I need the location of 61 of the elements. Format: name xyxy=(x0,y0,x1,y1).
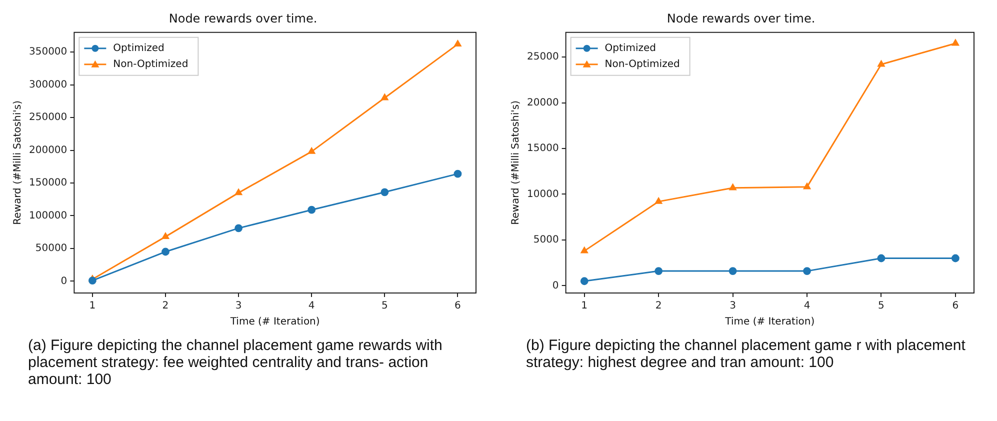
point xyxy=(729,184,736,190)
point xyxy=(580,277,588,286)
y-tick-label: 200000 xyxy=(28,144,68,156)
point xyxy=(951,254,960,262)
chart-title: Node rewards over time. xyxy=(666,11,816,26)
y-tick-label: 15000 xyxy=(527,143,559,154)
y-axis-title: Reward (#Milli Satoshi's) xyxy=(12,100,24,225)
y-tick-label: 10000 xyxy=(527,188,559,200)
legend-label: Optimized xyxy=(113,42,164,54)
x-tick-label: 5 xyxy=(878,300,884,312)
x-tick-label: 3 xyxy=(235,300,242,312)
point xyxy=(655,198,662,204)
chart-title: Node rewards over time. xyxy=(168,11,318,26)
x-tick-label: 4 xyxy=(308,300,315,312)
point xyxy=(952,39,959,46)
x-tick-label: 5 xyxy=(381,300,388,312)
x-tick-label: 6 xyxy=(454,300,461,312)
x-tick-label: 1 xyxy=(89,300,96,312)
x-tick-label: 1 xyxy=(581,300,588,312)
point xyxy=(454,170,462,178)
y-tick-label: 0 xyxy=(552,280,559,292)
point xyxy=(580,246,588,254)
y-tick-label: 300000 xyxy=(28,79,68,90)
y-axis-title: Reward (#Milli Satoshi's) xyxy=(510,100,522,225)
point xyxy=(162,232,170,240)
y-tick-label: 0 xyxy=(60,276,68,287)
point xyxy=(162,248,170,256)
y-tick-label: 150000 xyxy=(28,178,68,189)
y-tick-label: 50000 xyxy=(35,243,68,254)
point xyxy=(728,267,737,276)
x-axis-title: Time (# Iteration) xyxy=(724,316,815,328)
point xyxy=(877,254,886,262)
y-tick-label: 100000 xyxy=(28,210,68,222)
point xyxy=(878,60,885,67)
point xyxy=(803,182,811,190)
point xyxy=(308,148,316,154)
x-tick-label: 4 xyxy=(804,300,810,312)
point xyxy=(381,94,388,100)
y-tick-label: 5000 xyxy=(533,234,559,246)
legend-label: Non-Optimized xyxy=(604,58,680,70)
point xyxy=(803,267,811,276)
y-tick-label: 20000 xyxy=(527,97,559,108)
y-tick-label: 350000 xyxy=(28,46,68,58)
x-axis-title: Time (# Iteration) xyxy=(229,316,320,328)
x-tick-label: 3 xyxy=(730,300,736,312)
y-tick-label: 250000 xyxy=(28,112,68,124)
text: (b) Figure depicting the channel placement game r with placement strategy: highest degree and tran amount: 100 xyxy=(526,337,966,371)
y-tick-label: 25000 xyxy=(527,52,559,63)
x-tick-label: 2 xyxy=(162,300,169,312)
point xyxy=(234,224,243,232)
point xyxy=(88,276,96,285)
point xyxy=(654,267,663,276)
x-tick-label: 2 xyxy=(655,300,662,312)
point xyxy=(235,188,242,196)
point xyxy=(380,188,389,196)
legend-label: Optimized xyxy=(604,42,656,54)
point xyxy=(454,40,462,47)
x-tick-label: 6 xyxy=(952,300,959,312)
text: (a) Figure depicting the channel placement game rewards with placement strategy: fee weighted centrality and trans- action amount: 100 xyxy=(28,337,444,388)
legend-label: Non-Optimized xyxy=(113,58,188,70)
point xyxy=(308,206,316,214)
